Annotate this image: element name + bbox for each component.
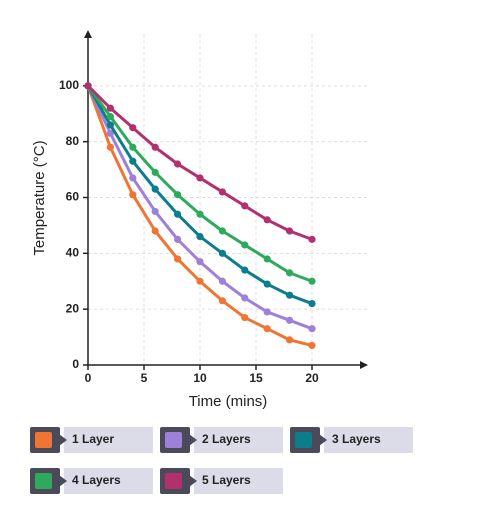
- x-axis-label: Time (mins): [189, 393, 268, 410]
- y-tick-label: 40: [66, 246, 80, 260]
- data-point: [286, 291, 294, 299]
- legend-label: 2 Layers: [202, 432, 251, 446]
- y-tick-label: 20: [66, 301, 80, 315]
- data-point: [218, 227, 226, 235]
- data-point: [286, 316, 294, 324]
- data-point: [218, 188, 226, 196]
- legend-label-box: [64, 468, 153, 494]
- y-tick-label: 60: [66, 190, 80, 204]
- x-tick-label: 10: [193, 371, 207, 385]
- legend-swatch: [35, 473, 52, 489]
- y-axis-label: Temperature (°C): [31, 140, 48, 255]
- legend-item: 4 Layers: [30, 468, 153, 494]
- legend-pointer: [189, 434, 197, 446]
- data-point: [106, 143, 114, 151]
- data-point: [196, 232, 204, 241]
- x-tick-label: 20: [305, 371, 319, 385]
- data-point: [174, 255, 182, 263]
- legend-item: 5 Layers: [160, 468, 283, 494]
- data-point: [241, 313, 249, 322]
- data-point: [129, 157, 137, 165]
- data-point: [241, 294, 249, 302]
- data-point: [263, 216, 271, 224]
- data-point: [129, 143, 137, 151]
- data-point: [174, 191, 182, 199]
- y-tick-label: 0: [72, 357, 79, 371]
- data-point: [84, 82, 92, 90]
- legend-pointer: [59, 475, 67, 487]
- legend-swatch: [165, 432, 182, 448]
- data-point: [218, 297, 226, 305]
- legend-pointer: [59, 434, 67, 446]
- data-point: [174, 160, 182, 168]
- x-tick-label: 5: [141, 371, 148, 385]
- data-point: [241, 241, 249, 249]
- legend-swatch: [35, 432, 52, 448]
- legend-label-box: [194, 468, 283, 494]
- legend-label-box: [324, 427, 413, 453]
- legend-item: 3 Layers: [290, 427, 413, 453]
- y-tick-label: 100: [59, 78, 79, 92]
- data-point: [174, 235, 182, 243]
- data-point: [263, 325, 271, 333]
- legend-pointer: [189, 475, 197, 487]
- data-point: [241, 202, 249, 210]
- legend-label-box: [194, 427, 283, 453]
- data-point: [196, 277, 204, 285]
- legend-swatch: [295, 432, 312, 448]
- data-point: [151, 185, 159, 193]
- data-point: [106, 104, 114, 112]
- data-point: [263, 308, 271, 316]
- data-point: [196, 258, 204, 266]
- data-point: [308, 277, 316, 285]
- data-point: [308, 325, 316, 333]
- data-point: [151, 227, 159, 235]
- data-point: [196, 174, 204, 182]
- x-tick-label: 0: [85, 371, 92, 385]
- x-axis-arrow: [360, 361, 368, 369]
- legend-pointer: [319, 434, 327, 446]
- data-point: [286, 336, 294, 344]
- legend-item: 2 Layers: [160, 427, 283, 453]
- data-point: [241, 266, 249, 274]
- data-point: [218, 249, 226, 257]
- data-point: [129, 174, 137, 182]
- legend-label: 3 Layers: [332, 432, 381, 446]
- legend-label: 4 Layers: [72, 473, 121, 487]
- legend-label-box: [64, 427, 153, 453]
- data-point: [308, 341, 316, 350]
- x-tick-label: 15: [249, 371, 263, 385]
- data-point: [106, 112, 114, 121]
- data-point: [218, 277, 226, 285]
- legend-label: 5 Layers: [202, 473, 251, 487]
- data-point: [196, 210, 204, 218]
- data-point: [308, 235, 316, 243]
- data-point: [129, 124, 137, 132]
- legend-swatch: [165, 473, 182, 489]
- data-point: [151, 207, 159, 216]
- data-point: [286, 227, 294, 235]
- data-point: [308, 299, 316, 308]
- y-axis-arrow: [84, 30, 92, 38]
- data-point: [151, 143, 159, 151]
- data-point: [174, 210, 182, 218]
- data-point: [151, 168, 159, 176]
- data-point: [263, 255, 271, 263]
- data-point: [106, 129, 114, 137]
- legend-label: 1 Layer: [72, 432, 114, 446]
- legend-item: 1 Layer: [30, 427, 153, 453]
- data-point: [129, 191, 137, 199]
- data-point: [106, 121, 114, 129]
- data-point: [263, 280, 271, 288]
- data-point: [286, 269, 294, 277]
- y-tick-label: 80: [66, 134, 80, 148]
